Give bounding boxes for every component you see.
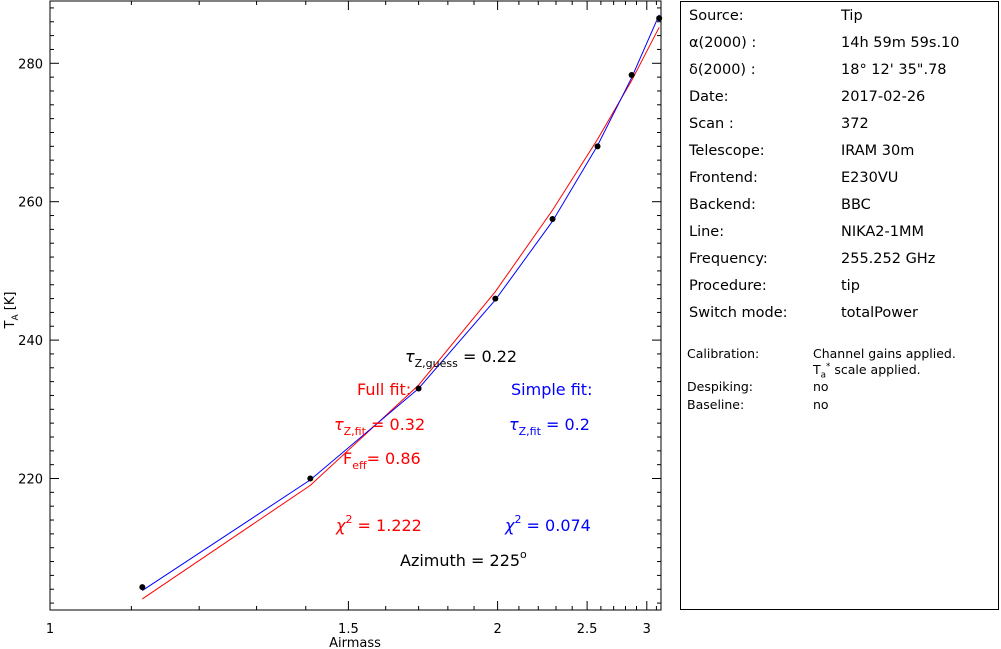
info-value: Tip (841, 8, 863, 24)
simple-tau-annotation: τZ,fit = 0.2 (509, 415, 590, 438)
full-fit-title: Full fit: (357, 380, 411, 399)
calibration-key: Calibration: (687, 346, 760, 361)
feff-annotation: Feff= 0.86 (343, 449, 421, 472)
simple-fit-curve (142, 14, 660, 592)
info-value: 14h 59m 59s.10 (841, 35, 960, 51)
simple-chi2-annotation: χ2 = 0.074 (504, 513, 591, 535)
info-value: BBC (841, 197, 871, 213)
plot-frame (49, 0, 662, 611)
x-tick-label: 2.5 (577, 622, 598, 637)
data-point (139, 584, 146, 591)
full-tau-annotation: τZ,fit = 0.32 (334, 415, 425, 438)
baseline-value: no (813, 397, 829, 412)
info-value: 255.252 GHz (841, 251, 936, 267)
info-key: α(2000) : (689, 35, 757, 51)
data-point (492, 295, 499, 302)
info-key: Telescope: (689, 143, 765, 159)
y-axis-label: TA [K] (3, 292, 21, 330)
svg-text:TA [K]: TA [K] (3, 292, 21, 330)
y-tick-label: 260 (18, 196, 43, 211)
y-tick-label: 280 (18, 57, 43, 72)
info-value: E230VU (841, 170, 899, 186)
info-value: tip (841, 278, 860, 294)
data-point (549, 215, 556, 222)
data-point (656, 15, 663, 22)
calibration-value-2: Ta* scale applied. (813, 361, 921, 381)
azimuth-annotation: Azimuth = 225o (400, 548, 527, 570)
info-key: Source: (689, 8, 744, 24)
scan-info-panel: Source: Tip α(2000) : 14h 59m 59s.10 δ(2000)… (680, 1, 999, 610)
info-value: 2017-02-26 (841, 89, 926, 105)
tau-guess-annotation: τZ,guess = 0.22 (405, 347, 517, 370)
info-key: Scan : (689, 116, 734, 132)
data-point (594, 143, 601, 150)
info-value: totalPower (841, 305, 918, 321)
info-value: IRAM 30m (841, 143, 915, 159)
full-chi2-annotation: χ2 = 1.222 (335, 513, 422, 535)
info-key: Frequency: (689, 251, 768, 267)
x-tick-label: 1 (46, 622, 54, 637)
info-key: Switch mode: (689, 305, 788, 321)
y-tick-label: 240 (18, 334, 43, 349)
data-point (307, 475, 314, 482)
data-point (628, 72, 635, 79)
x-tick-label: 2 (493, 622, 501, 637)
info-value: 18° 12' 35".78 (841, 62, 947, 78)
info-key: Line: (689, 224, 725, 240)
info-key: Backend: (689, 197, 756, 213)
full-fit-curve (142, 27, 660, 600)
info-key: Date: (689, 89, 729, 105)
baseline-key: Baseline: (687, 397, 745, 412)
x-tick-label: 3 (643, 622, 651, 637)
x-tick-label: 1.5 (338, 622, 359, 637)
data-point (415, 385, 422, 392)
y-tick-label: 220 (18, 473, 43, 488)
tip-plot: 1 1.5 2 2.5 3 220 240 260 280 Airmass TA [K] τZ,… (3, 0, 663, 649)
despiking-value: no (813, 379, 829, 394)
info-key: Frontend: (689, 170, 758, 186)
info-value: NIKA2-1MM (841, 224, 924, 240)
calibration-value: Channel gains applied. (813, 346, 956, 361)
simple-fit-title: Simple fit: (511, 380, 592, 399)
info-value: 372 (841, 116, 869, 132)
x-axis-label: Airmass (329, 636, 381, 649)
despiking-key: Despiking: (687, 379, 754, 394)
info-key: Procedure: (689, 278, 767, 294)
info-key: δ(2000) : (689, 62, 756, 78)
